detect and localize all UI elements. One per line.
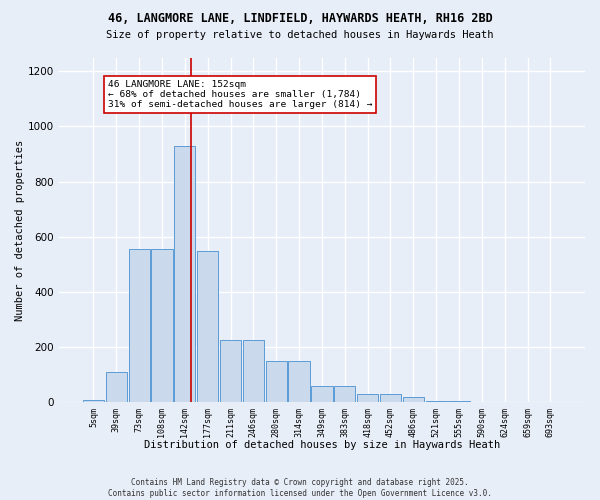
Bar — [380, 394, 401, 402]
Bar — [243, 340, 264, 402]
Bar — [220, 340, 241, 402]
Bar — [357, 394, 378, 402]
Bar — [311, 386, 332, 402]
Bar — [197, 250, 218, 402]
Bar — [128, 249, 150, 402]
Bar — [83, 400, 104, 402]
Bar — [151, 249, 173, 402]
Bar — [174, 146, 196, 403]
Bar — [403, 398, 424, 402]
Bar — [334, 386, 355, 402]
Text: 46 LANGMORE LANE: 152sqm
← 68% of detached houses are smaller (1,784)
31% of sem: 46 LANGMORE LANE: 152sqm ← 68% of detach… — [107, 80, 372, 110]
Bar — [106, 372, 127, 402]
Text: Size of property relative to detached houses in Haywards Heath: Size of property relative to detached ho… — [106, 30, 494, 40]
Text: 46, LANGMORE LANE, LINDFIELD, HAYWARDS HEATH, RH16 2BD: 46, LANGMORE LANE, LINDFIELD, HAYWARDS H… — [107, 12, 493, 26]
Text: Contains HM Land Registry data © Crown copyright and database right 2025.
Contai: Contains HM Land Registry data © Crown c… — [108, 478, 492, 498]
Bar — [289, 361, 310, 403]
Y-axis label: Number of detached properties: Number of detached properties — [15, 140, 25, 320]
X-axis label: Distribution of detached houses by size in Haywards Heath: Distribution of detached houses by size … — [144, 440, 500, 450]
Bar — [266, 361, 287, 403]
Bar — [425, 401, 447, 402]
Bar — [448, 401, 470, 402]
